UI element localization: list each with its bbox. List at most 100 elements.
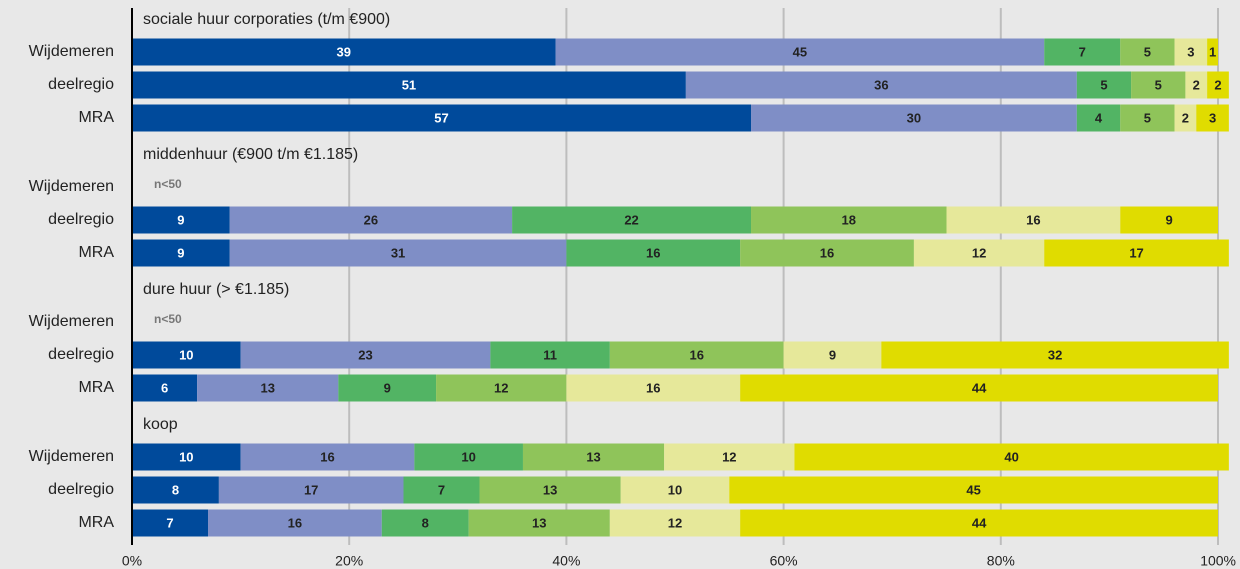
bar-segment xyxy=(522,443,665,471)
bar-segment xyxy=(240,443,415,471)
data-label: 6 xyxy=(161,380,168,395)
data-label: 11 xyxy=(543,347,557,362)
bar-segment xyxy=(132,71,686,99)
data-label: 16 xyxy=(1026,212,1040,227)
bar-segment xyxy=(620,476,730,504)
data-label: 40 xyxy=(1004,449,1018,464)
note: n<50 xyxy=(154,312,182,326)
bar-segment xyxy=(555,38,1045,66)
group-title: sociale huur corporaties (t/m €900) xyxy=(143,11,390,28)
row-label: Wijdemeren xyxy=(29,313,114,330)
data-label: 36 xyxy=(874,77,888,92)
data-label: 9 xyxy=(384,380,391,395)
data-label: 18 xyxy=(842,212,856,227)
bar-segment xyxy=(132,374,198,402)
bar-segment xyxy=(1044,239,1229,267)
x-tick-label: 20% xyxy=(335,553,363,569)
row-label: MRA xyxy=(78,109,114,126)
bar-segment xyxy=(132,206,230,234)
bar-segment xyxy=(218,476,404,504)
data-label: 9 xyxy=(1166,212,1173,227)
data-label: 8 xyxy=(172,482,179,497)
data-label: 16 xyxy=(288,515,302,530)
bar-segment xyxy=(512,206,752,234)
data-label: 16 xyxy=(820,245,834,260)
data-label: 22 xyxy=(624,212,638,227)
row-label: Wijdemeren xyxy=(29,43,114,60)
bar-segment xyxy=(403,476,480,504)
data-label: 5 xyxy=(1155,77,1162,92)
bar-segment xyxy=(913,239,1045,267)
bar-segment xyxy=(414,443,523,471)
bar-segment xyxy=(1207,71,1229,99)
bar-segment xyxy=(740,509,1218,537)
bar-segment xyxy=(132,443,241,471)
row-label: Wijdemeren xyxy=(29,178,114,195)
data-label: 16 xyxy=(646,245,660,260)
data-label: 23 xyxy=(358,347,372,362)
bar-segment xyxy=(1120,38,1175,66)
bar-segment xyxy=(132,38,556,66)
data-label: 31 xyxy=(391,245,405,260)
bar-segment xyxy=(490,341,610,369)
row-label: deelregio xyxy=(48,211,114,228)
data-label: 5 xyxy=(1144,110,1151,125)
bar-segment xyxy=(751,104,1077,132)
bar-segment xyxy=(132,476,219,504)
data-label: 12 xyxy=(668,515,682,530)
data-label: 26 xyxy=(364,212,378,227)
row-label: deelregio xyxy=(48,346,114,363)
bar-segment xyxy=(338,374,437,402)
data-label: 12 xyxy=(494,380,508,395)
bar-segment xyxy=(1174,38,1208,66)
data-label: 17 xyxy=(1129,245,1143,260)
bar-segment xyxy=(132,239,230,267)
row-label: MRA xyxy=(78,244,114,261)
data-label: 39 xyxy=(337,44,351,59)
x-tick-label: 80% xyxy=(987,553,1015,569)
data-label: 17 xyxy=(304,482,318,497)
data-label: 44 xyxy=(972,515,987,530)
bar-segment xyxy=(208,509,382,537)
x-tick-label: 60% xyxy=(770,553,798,569)
data-label: 13 xyxy=(532,515,546,530)
bar-segment xyxy=(197,374,339,402)
data-label: 45 xyxy=(793,44,807,59)
bar-segment xyxy=(1120,206,1218,234)
row-label: Wijdemeren xyxy=(29,448,114,465)
bar-segment xyxy=(751,206,947,234)
data-label: 13 xyxy=(543,482,557,497)
bar-segment xyxy=(229,239,567,267)
data-label: 45 xyxy=(966,482,980,497)
bar-segment xyxy=(381,509,469,537)
bar-segment xyxy=(729,476,1218,504)
x-tick-label: 40% xyxy=(552,553,580,569)
bar-segment xyxy=(479,476,621,504)
data-label: 10 xyxy=(179,347,193,362)
data-label: 44 xyxy=(972,380,987,395)
bar-segment xyxy=(1207,38,1218,66)
bar-segment xyxy=(1185,71,1208,99)
group-title: koop xyxy=(143,416,178,433)
data-label: 30 xyxy=(907,110,921,125)
data-label: 3 xyxy=(1209,110,1216,125)
bar-segment xyxy=(946,206,1121,234)
bar-segment xyxy=(783,341,882,369)
bar-segment xyxy=(881,341,1229,369)
bar-segment xyxy=(240,341,491,369)
row-label: MRA xyxy=(78,514,114,531)
bar-segment xyxy=(436,374,567,402)
group-title: middenhuur (€900 t/m €1.185) xyxy=(143,146,358,163)
bar-segment xyxy=(664,443,795,471)
data-label: 13 xyxy=(586,449,600,464)
bar-segment xyxy=(132,509,209,537)
bar-segment xyxy=(566,239,741,267)
bar-segment xyxy=(794,443,1229,471)
data-label: 4 xyxy=(1095,110,1103,125)
data-label: 10 xyxy=(461,449,475,464)
data-label: 12 xyxy=(722,449,736,464)
data-label: 9 xyxy=(177,245,184,260)
bar-segment xyxy=(685,71,1077,99)
bar-segment xyxy=(740,239,914,267)
